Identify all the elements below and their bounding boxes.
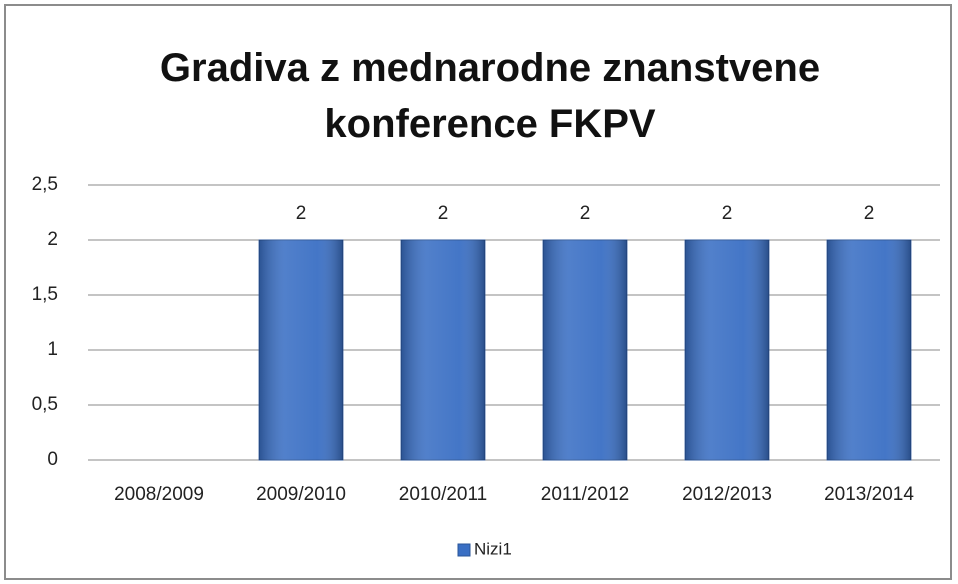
y-tick-label: 1 <box>47 339 58 360</box>
bar <box>826 239 912 461</box>
x-tick-label: 2011/2012 <box>541 484 629 505</box>
bar <box>684 239 770 461</box>
bar <box>400 239 486 461</box>
bar <box>542 239 628 461</box>
chart-title: Gradiva z mednarodne znanstvene konferen… <box>159 46 821 146</box>
x-tick-label: 2012/2013 <box>682 484 772 505</box>
x-tick-label: 2013/2014 <box>824 484 914 505</box>
data-label: 2 <box>580 203 591 224</box>
x-tick-label: 2010/2011 <box>399 484 487 505</box>
y-tick-label: 2 <box>47 229 58 250</box>
y-tick-label: 2,5 <box>32 174 58 195</box>
y-tick-label: 0,5 <box>32 394 58 415</box>
x-tick-label: 2008/2009 <box>114 484 204 505</box>
x-tick-label: 2009/2010 <box>256 484 346 505</box>
data-label: 2 <box>438 203 449 224</box>
y-tick-label: 0 <box>47 449 58 470</box>
legend-swatch <box>457 543 471 557</box>
y-tick-label: 1,5 <box>32 284 58 305</box>
data-label: 2 <box>722 203 733 224</box>
data-label: 2 <box>864 203 875 224</box>
bar <box>258 239 344 461</box>
legend-label: Nizi1 <box>474 539 512 558</box>
data-label: 2 <box>296 203 307 224</box>
